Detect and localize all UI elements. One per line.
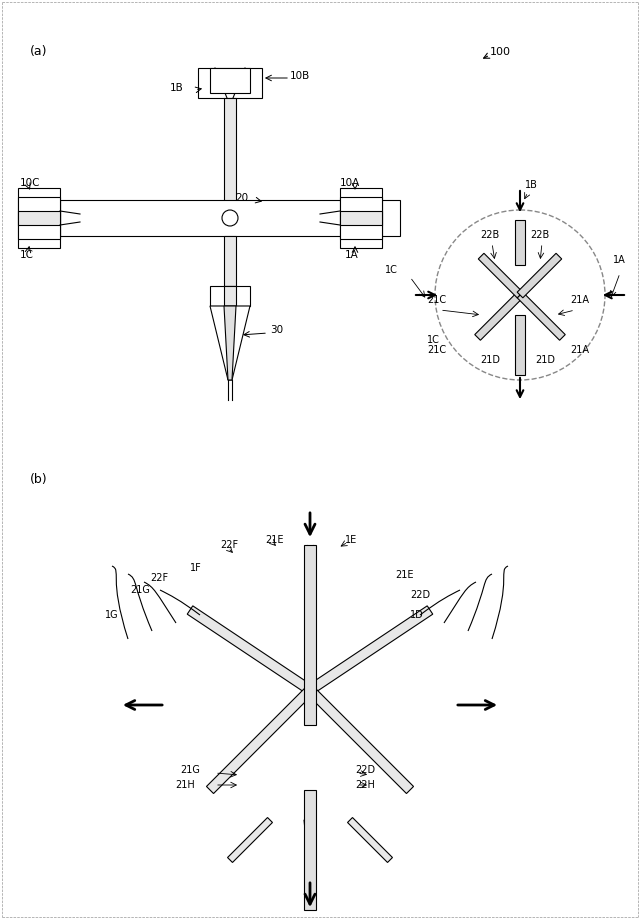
Polygon shape: [188, 606, 313, 694]
Text: 1C: 1C: [427, 335, 440, 345]
Text: 22B: 22B: [530, 230, 549, 240]
Text: 10B: 10B: [290, 71, 310, 81]
Text: 1A: 1A: [345, 250, 359, 260]
Text: 100: 100: [490, 47, 511, 57]
Text: 21E: 21E: [395, 570, 413, 580]
Bar: [18, 197, 60, 239]
Text: 22D: 22D: [410, 590, 430, 600]
Text: 22H: 22H: [355, 780, 375, 790]
Text: 1C: 1C: [385, 265, 398, 275]
Text: 1B: 1B: [170, 83, 184, 93]
Text: 22F: 22F: [150, 573, 168, 583]
Text: 1B: 1B: [525, 180, 538, 190]
Bar: [198, 68, 262, 98]
Text: 22D: 22D: [355, 765, 375, 775]
Polygon shape: [307, 606, 433, 694]
Bar: [304, 790, 316, 910]
Text: 21A: 21A: [570, 345, 589, 355]
Bar: [340, 197, 382, 239]
Bar: [18, 211, 60, 225]
Bar: [340, 211, 382, 225]
Text: (b): (b): [30, 473, 47, 486]
Bar: [515, 315, 525, 375]
Text: 1D: 1D: [410, 610, 424, 620]
Text: 21D: 21D: [535, 355, 555, 365]
Polygon shape: [517, 292, 565, 340]
Bar: [210, 286, 250, 306]
Polygon shape: [304, 820, 316, 850]
Text: 1G: 1G: [105, 610, 118, 620]
Text: 1F: 1F: [190, 563, 202, 573]
Bar: [224, 236, 236, 286]
Circle shape: [435, 210, 605, 380]
Bar: [224, 286, 236, 306]
Text: (a): (a): [30, 46, 47, 59]
Bar: [515, 220, 525, 265]
Bar: [340, 188, 382, 248]
Text: 21H: 21H: [175, 780, 195, 790]
Text: 10A: 10A: [340, 178, 360, 188]
Polygon shape: [517, 254, 562, 298]
Text: 20: 20: [235, 193, 248, 203]
Polygon shape: [307, 686, 413, 793]
Text: 1A: 1A: [613, 255, 626, 265]
Text: 21D: 21D: [480, 355, 500, 365]
Text: 1E: 1E: [345, 535, 357, 545]
Text: 21E: 21E: [265, 535, 284, 545]
Bar: [304, 545, 316, 725]
Text: 21A: 21A: [570, 295, 589, 305]
Text: 22F: 22F: [220, 540, 238, 550]
Text: 10C: 10C: [20, 178, 40, 188]
Polygon shape: [475, 292, 523, 340]
Polygon shape: [210, 306, 250, 380]
Text: 1C: 1C: [20, 250, 34, 260]
Text: 22B: 22B: [480, 230, 499, 240]
Text: 21C: 21C: [427, 345, 446, 355]
Text: 30: 30: [270, 325, 283, 335]
Text: 21C: 21C: [427, 295, 446, 305]
Text: 21G: 21G: [180, 765, 200, 775]
Bar: [210, 68, 250, 93]
Polygon shape: [207, 686, 314, 793]
Bar: [224, 98, 236, 218]
Circle shape: [222, 210, 238, 226]
Polygon shape: [228, 818, 273, 862]
Polygon shape: [478, 254, 523, 298]
Text: 21G: 21G: [130, 585, 150, 595]
Polygon shape: [348, 818, 392, 862]
Bar: [18, 188, 60, 248]
Bar: [60, 200, 400, 236]
Polygon shape: [224, 306, 236, 380]
